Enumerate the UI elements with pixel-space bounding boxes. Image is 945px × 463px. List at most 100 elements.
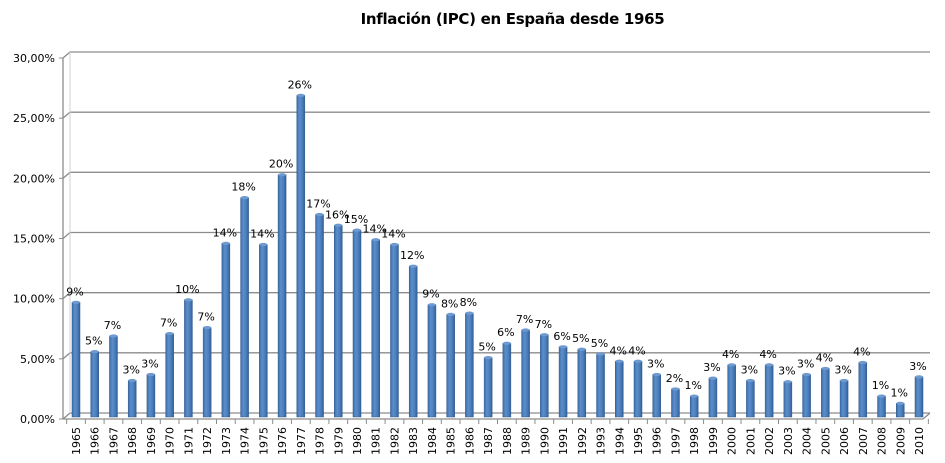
data-label: 18% xyxy=(231,181,255,194)
bar-1997 xyxy=(671,388,680,418)
bar-cap xyxy=(577,347,586,351)
data-label: 3% xyxy=(741,364,758,377)
x-tick-label: 1998 xyxy=(688,427,701,455)
x-tick-label: 1967 xyxy=(107,427,120,455)
bar-cap xyxy=(184,298,193,302)
bar-1966 xyxy=(90,351,99,418)
bar-1976 xyxy=(277,174,287,418)
x-tick-label: 1996 xyxy=(651,427,664,455)
data-label: 20% xyxy=(269,158,293,171)
bar-1994 xyxy=(615,361,624,418)
x-tick-label: 2008 xyxy=(876,427,889,455)
x-tick-label: 1985 xyxy=(445,427,458,455)
bar-cap xyxy=(278,173,287,177)
bar-1986 xyxy=(465,312,474,418)
bar-1967 xyxy=(109,335,118,418)
bar-1968 xyxy=(127,380,137,418)
data-label: 14% xyxy=(213,226,237,239)
bar-2007 xyxy=(858,362,868,418)
data-label: 1% xyxy=(872,379,889,392)
y-tick-label: 10,00% xyxy=(13,293,55,306)
data-label: 8% xyxy=(441,297,458,310)
data-label: 4% xyxy=(853,345,870,358)
bar-cap xyxy=(203,325,212,330)
data-label: 26% xyxy=(288,78,312,91)
x-axis-ticks: 1965 1966 1967 1968 1969 1970 1971 1972 1973 1974… xyxy=(70,427,926,455)
bar-1983 xyxy=(408,265,418,418)
floor-edge xyxy=(922,412,931,420)
bar-1982 xyxy=(390,244,399,418)
bar-cap xyxy=(596,352,605,356)
x-tick-label: 1988 xyxy=(501,427,514,455)
bar-cap xyxy=(652,372,661,377)
data-label: 5% xyxy=(478,341,495,354)
data-label: 8% xyxy=(460,296,477,309)
x-tick-label: 2000 xyxy=(726,427,739,455)
bar-1979 xyxy=(334,225,343,418)
y-tick-label: 20,00% xyxy=(13,172,55,185)
data-label: 4% xyxy=(610,344,627,357)
data-label: 2% xyxy=(666,372,683,385)
data-label: 9% xyxy=(66,285,83,298)
bar-cap xyxy=(427,303,436,307)
bar-cap xyxy=(353,228,361,232)
bar-1970 xyxy=(165,333,174,418)
bar-cap xyxy=(690,394,699,398)
x-tick-label: 1972 xyxy=(201,427,214,455)
bar-1985 xyxy=(446,314,455,418)
bar-1977 xyxy=(296,95,306,418)
data-label: 3% xyxy=(141,357,158,370)
x-tick-label: 1974 xyxy=(239,427,252,455)
bar-1971 xyxy=(184,299,193,418)
data-label: 14% xyxy=(363,223,387,236)
data-label: 7% xyxy=(535,318,552,331)
bar-cap xyxy=(409,264,418,268)
bar-2010 xyxy=(914,376,924,418)
data-label: 3% xyxy=(778,365,795,378)
data-label: 5% xyxy=(591,337,608,350)
bar-cap xyxy=(896,401,905,405)
bar-1978 xyxy=(315,214,324,418)
x-tick-label: 1965 xyxy=(70,427,83,455)
bars xyxy=(71,93,924,418)
x-tick-label: 1981 xyxy=(370,427,383,455)
bar-cap xyxy=(90,350,99,354)
x-tick-label: 2007 xyxy=(857,427,870,455)
bar-1991 xyxy=(558,346,568,418)
bar-cap xyxy=(109,334,118,338)
bar-2004 xyxy=(802,374,811,418)
gridline xyxy=(62,111,930,119)
data-label: 4% xyxy=(722,348,739,361)
bar-cap xyxy=(221,241,230,245)
data-label: 10% xyxy=(175,283,199,296)
bar-cap xyxy=(559,345,568,349)
bar-cap xyxy=(502,341,511,345)
bar-cap xyxy=(484,356,493,360)
bar-2009 xyxy=(896,403,905,418)
x-tick-label: 1989 xyxy=(520,427,533,455)
data-label: 6% xyxy=(497,326,514,339)
x-tick-label: 2002 xyxy=(763,427,776,455)
bar-2005 xyxy=(821,368,830,418)
x-tick-label: 2010 xyxy=(913,427,926,455)
y-tick-label: 0,00% xyxy=(20,413,55,426)
bar-cap xyxy=(877,394,886,398)
x-tick-label: 2004 xyxy=(801,427,814,455)
gridline xyxy=(62,412,930,420)
x-tick-label: 1984 xyxy=(426,427,439,455)
bar-cap xyxy=(783,380,792,384)
data-labels: 9%5%7%3% 3%7%10%7%14%18%14%20%26%17%16%15… xyxy=(66,78,926,399)
bar-cap xyxy=(915,375,923,379)
data-label: 1% xyxy=(891,386,908,399)
bar-cap xyxy=(296,93,305,97)
bar-cap xyxy=(746,378,755,383)
bar-2003 xyxy=(783,381,793,418)
x-tick-label: 1990 xyxy=(538,427,551,455)
x-tick-label: 2006 xyxy=(838,427,851,455)
bar-cap xyxy=(802,372,811,377)
data-label: 1% xyxy=(684,379,701,392)
bar-1969 xyxy=(146,374,156,418)
data-label: 4% xyxy=(628,344,645,357)
x-tick-label: 1980 xyxy=(351,427,364,455)
x-tick-label: 1969 xyxy=(145,427,158,455)
